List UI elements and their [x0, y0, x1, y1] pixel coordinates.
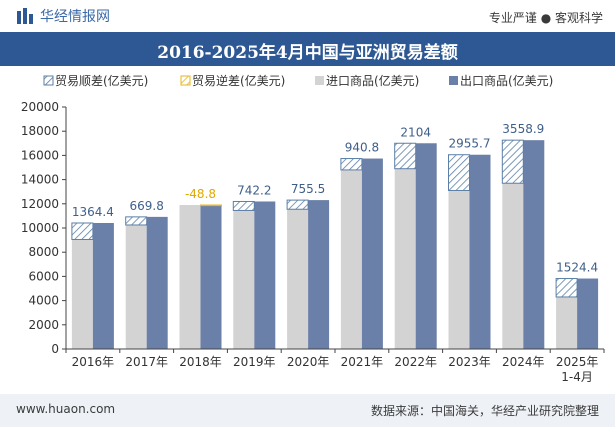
bar-export — [361, 158, 383, 349]
logo-icon — [17, 8, 33, 24]
bars — [71, 139, 599, 349]
bar-export — [577, 278, 599, 349]
bar-import — [394, 168, 416, 349]
bar-surplus — [125, 216, 148, 226]
bar-export — [254, 201, 276, 349]
legend-label-export: 出口商品(亿美元) — [460, 73, 553, 88]
y-tick-label: 6000 — [28, 269, 59, 283]
tagline: 专业严谨 ● 客观科学 — [488, 11, 603, 25]
footer: www.huaon.com 数据来源：中国海关，华经产业研究院整理 — [0, 394, 615, 427]
bar-export — [415, 143, 437, 349]
bar-import — [502, 183, 524, 349]
bar-surplus — [340, 158, 363, 171]
legend-swatch-deficit — [180, 75, 191, 86]
data-label: 742.2 — [237, 183, 271, 197]
x-tick-label: 2025年 1-4月 — [556, 355, 599, 384]
legend-item-export: 出口商品(亿美元) — [449, 73, 553, 88]
bar-import — [233, 210, 255, 349]
bar-deficit — [200, 204, 222, 207]
legend-label-import: 进口商品(亿美元) — [326, 73, 419, 88]
y-axis: 0 2000 4000 6000 8000 10000 12000 14000 16000 180… — [21, 100, 67, 356]
x-tick-label: 2018年 — [179, 355, 222, 369]
legend-item-deficit: 贸易逆差(亿美元) — [180, 73, 285, 88]
data-label: 2104 — [400, 125, 431, 139]
data-label: 3558.9 — [502, 122, 544, 136]
bar-export — [146, 216, 168, 349]
bar-surplus — [448, 154, 470, 191]
bar-surplus — [501, 139, 524, 184]
chart-title: 2016-2025年4月中国与亚洲贸易差额 — [157, 43, 458, 63]
x-tick-label: 2019年 — [233, 355, 276, 369]
data-label: 1524.4 — [556, 261, 598, 275]
bar-import — [287, 209, 309, 349]
data-label: -48.8 — [185, 187, 216, 201]
x-tick-label: 2022年 — [394, 355, 437, 369]
y-tick-label: 16000 — [21, 148, 59, 162]
x-tick-label: 2020年 — [287, 355, 330, 369]
y-tick-label: 10000 — [21, 221, 59, 235]
chart-area: 贸易顺差(亿美元) 贸易逆差(亿美元) 进口商品(亿美元) 出口商品(亿美元) … — [21, 73, 605, 384]
brand: 华经情报网 — [16, 6, 110, 26]
bar-import — [556, 296, 578, 349]
bar-import — [340, 169, 362, 349]
legend-item-surplus: 贸易顺差(亿美元) — [43, 73, 148, 88]
legend-label-deficit: 贸易逆差(亿美元) — [192, 73, 285, 88]
bar-export — [92, 222, 114, 349]
bar-surplus — [394, 142, 417, 170]
y-tick-label: 14000 — [21, 173, 59, 187]
brand-name: 华经情报网 — [40, 9, 110, 25]
legend-item-import: 进口商品(亿美元) — [315, 73, 419, 88]
data-label: 669.8 — [130, 199, 164, 213]
bar-surplus — [555, 278, 578, 298]
bar-export — [523, 140, 545, 349]
data-label: 2955.7 — [449, 137, 491, 151]
legend-swatch-surplus — [43, 75, 54, 86]
bar-import — [179, 205, 201, 349]
bar-import — [125, 224, 147, 349]
data-label: 940.8 — [345, 141, 379, 155]
y-tick-label: 18000 — [21, 124, 59, 138]
y-tick-label: 4000 — [28, 294, 59, 308]
x-tick-label: 2016年 — [72, 355, 115, 369]
y-tick-label: 12000 — [21, 197, 59, 211]
bar-export — [308, 200, 330, 349]
y-tick-label: 8000 — [28, 245, 59, 259]
legend: 贸易顺差(亿美元) 贸易逆差(亿美元) 进口商品(亿美元) 出口商品(亿美元) — [43, 73, 553, 88]
y-tick-label: 0 — [51, 342, 59, 356]
data-label: 1364.4 — [72, 205, 114, 219]
y-tick-label: 20000 — [21, 100, 59, 114]
x-tick-label: 2023年 — [448, 355, 491, 369]
x-tick-label: 2024年 — [502, 355, 545, 369]
y-tick-label: 2000 — [28, 318, 59, 332]
x-tick-label: 2021年 — [341, 355, 384, 369]
bar-import — [71, 239, 93, 349]
bar-export — [200, 205, 222, 349]
x-tick-label: 2017年 — [125, 355, 168, 369]
footer-url: www.huaon.com — [16, 402, 116, 416]
bar-surplus — [232, 200, 255, 211]
legend-label-surplus: 贸易顺差(亿美元) — [55, 73, 148, 88]
bar-export — [469, 154, 491, 349]
legend-swatch-import — [315, 76, 324, 85]
bar-surplus — [71, 222, 94, 240]
top-bar: 华经情报网 专业严谨 ● 客观科学 — [0, 0, 615, 32]
x-axis: 2016年 2017年 2018年 2019年 2020年 2021年 2022年 2023年… — [65, 348, 605, 384]
footer-source: 数据来源：中国海关，华经产业研究院整理 — [370, 404, 599, 418]
legend-swatch-export — [449, 76, 458, 85]
title-bar: 2016-2025年4月中国与亚洲贸易差额 — [0, 32, 615, 66]
bar-surplus — [286, 199, 309, 210]
data-labels: 1364.4 669.8 -48.8 742.2 755.5 940.8 2104 2955.… — [72, 122, 598, 274]
data-label: 755.5 — [291, 182, 325, 196]
bar-import — [448, 190, 470, 349]
